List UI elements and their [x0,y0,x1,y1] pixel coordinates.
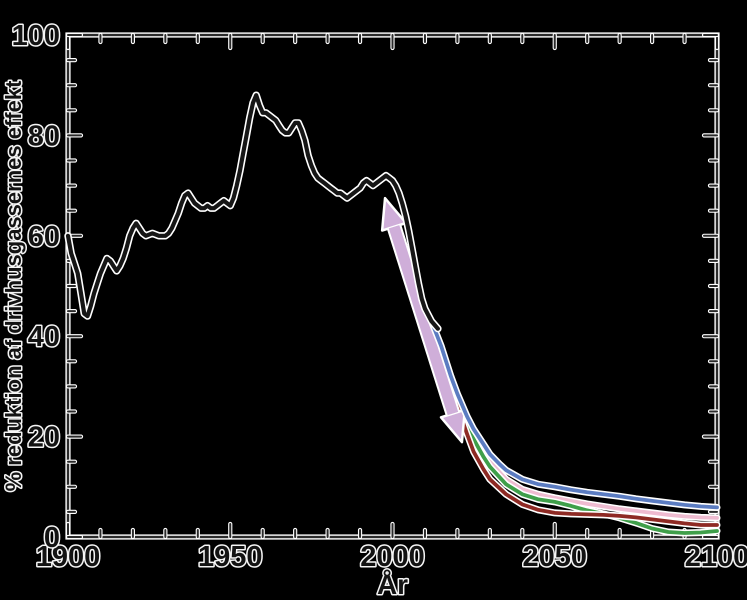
y-tick-label: 40 [28,321,60,353]
y-tick-label: 60 [28,221,60,253]
x-tick-label: 2000 [360,541,425,573]
trend-arrow [380,196,467,444]
historical-black-line [64,91,442,333]
x-tick-label: 2100 [685,541,747,573]
axis-frame [65,32,720,540]
y-tick-label: 20 [28,422,60,454]
y-tick-label: 0 [44,522,60,554]
x-tick-label: 1950 [198,541,263,573]
y-tick-label: 80 [28,120,60,152]
y-tick-label: 100 [12,20,60,52]
x-axis-title: År [377,569,408,600]
scenario-blue-line [427,317,721,511]
x-tick-label: 2050 [522,541,587,573]
y-axis-title: % reduktion af drivhusgassernes effekt [1,80,26,491]
x-tick-label: 1900 [36,541,101,573]
